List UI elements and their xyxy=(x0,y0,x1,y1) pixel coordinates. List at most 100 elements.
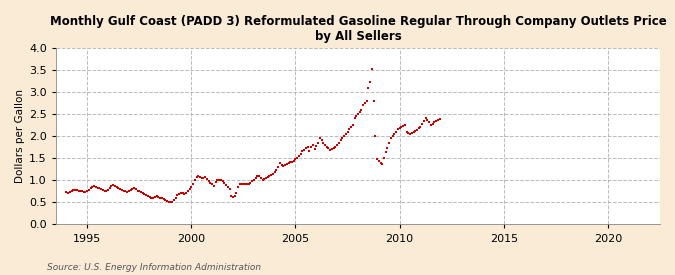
Point xyxy=(215,178,226,183)
Point xyxy=(139,192,150,196)
Point xyxy=(372,157,383,161)
Point xyxy=(130,187,141,191)
Point xyxy=(96,187,107,191)
Point xyxy=(80,190,91,194)
Point xyxy=(331,142,342,147)
Point xyxy=(352,112,363,116)
Point xyxy=(267,172,278,176)
Point xyxy=(245,180,256,185)
Point xyxy=(73,188,84,193)
Point xyxy=(294,153,304,158)
Point xyxy=(400,123,410,127)
Point xyxy=(172,193,183,198)
Point xyxy=(236,182,247,186)
Point xyxy=(184,187,195,191)
Point xyxy=(344,127,354,131)
Point xyxy=(278,164,289,168)
Point xyxy=(421,116,431,120)
Point xyxy=(181,191,192,195)
Point xyxy=(173,191,184,196)
Point xyxy=(349,116,360,120)
Point xyxy=(106,184,117,188)
Point xyxy=(188,181,198,186)
Point xyxy=(346,125,356,129)
Point xyxy=(160,198,171,202)
Point xyxy=(385,136,396,140)
Point xyxy=(427,122,438,126)
Point xyxy=(169,198,180,202)
Point xyxy=(97,188,108,192)
Point xyxy=(134,189,144,194)
Point xyxy=(257,177,268,182)
Point xyxy=(403,131,414,135)
Point xyxy=(200,175,211,180)
Point xyxy=(299,148,310,152)
Point xyxy=(212,178,223,183)
Point xyxy=(410,129,421,133)
Point xyxy=(275,161,286,166)
Point xyxy=(333,140,344,145)
Point xyxy=(368,98,379,103)
Point xyxy=(287,159,298,164)
Point xyxy=(367,67,377,72)
Point xyxy=(384,141,395,146)
Point xyxy=(85,186,96,190)
Point xyxy=(72,188,82,192)
Point xyxy=(290,157,301,161)
Point xyxy=(61,190,72,194)
Point xyxy=(170,196,181,200)
Point xyxy=(207,182,217,187)
Point xyxy=(261,176,271,180)
Point xyxy=(316,138,327,142)
Point xyxy=(396,125,407,129)
Point xyxy=(99,188,110,193)
Point xyxy=(148,196,159,200)
Point xyxy=(179,191,190,196)
Point xyxy=(255,176,266,180)
Point xyxy=(84,188,95,192)
Point xyxy=(285,160,296,164)
Point xyxy=(318,140,329,145)
Point xyxy=(125,188,136,192)
Point xyxy=(219,180,230,185)
Text: Source: U.S. Energy Information Administration: Source: U.S. Energy Information Administ… xyxy=(47,263,261,272)
Point xyxy=(266,173,277,177)
Point xyxy=(88,184,99,188)
Point xyxy=(313,140,323,145)
Point xyxy=(271,168,281,172)
Point xyxy=(167,199,178,204)
Point xyxy=(434,117,445,121)
Point xyxy=(302,145,313,149)
Point xyxy=(259,177,269,181)
Point xyxy=(273,164,284,169)
Point xyxy=(413,126,424,131)
Point xyxy=(406,131,417,135)
Point xyxy=(127,187,138,191)
Point xyxy=(429,120,439,125)
Point xyxy=(196,176,207,180)
Point xyxy=(115,187,126,191)
Point xyxy=(339,134,350,138)
Point xyxy=(288,159,299,163)
Point xyxy=(87,185,98,189)
Point xyxy=(380,150,391,155)
Point xyxy=(418,119,429,123)
Point xyxy=(304,149,315,153)
Point xyxy=(182,189,193,194)
Point xyxy=(109,184,120,188)
Point xyxy=(193,174,204,179)
Point xyxy=(198,176,209,180)
Point xyxy=(94,186,105,191)
Point xyxy=(151,194,162,199)
Point xyxy=(68,188,79,192)
Point xyxy=(363,85,374,90)
Point xyxy=(398,124,408,128)
Point xyxy=(214,177,225,182)
Point xyxy=(124,189,134,193)
Point xyxy=(178,191,188,196)
Point xyxy=(136,190,146,194)
Point xyxy=(415,125,426,129)
Point xyxy=(424,120,435,125)
Point xyxy=(103,188,113,192)
Point xyxy=(323,146,334,150)
